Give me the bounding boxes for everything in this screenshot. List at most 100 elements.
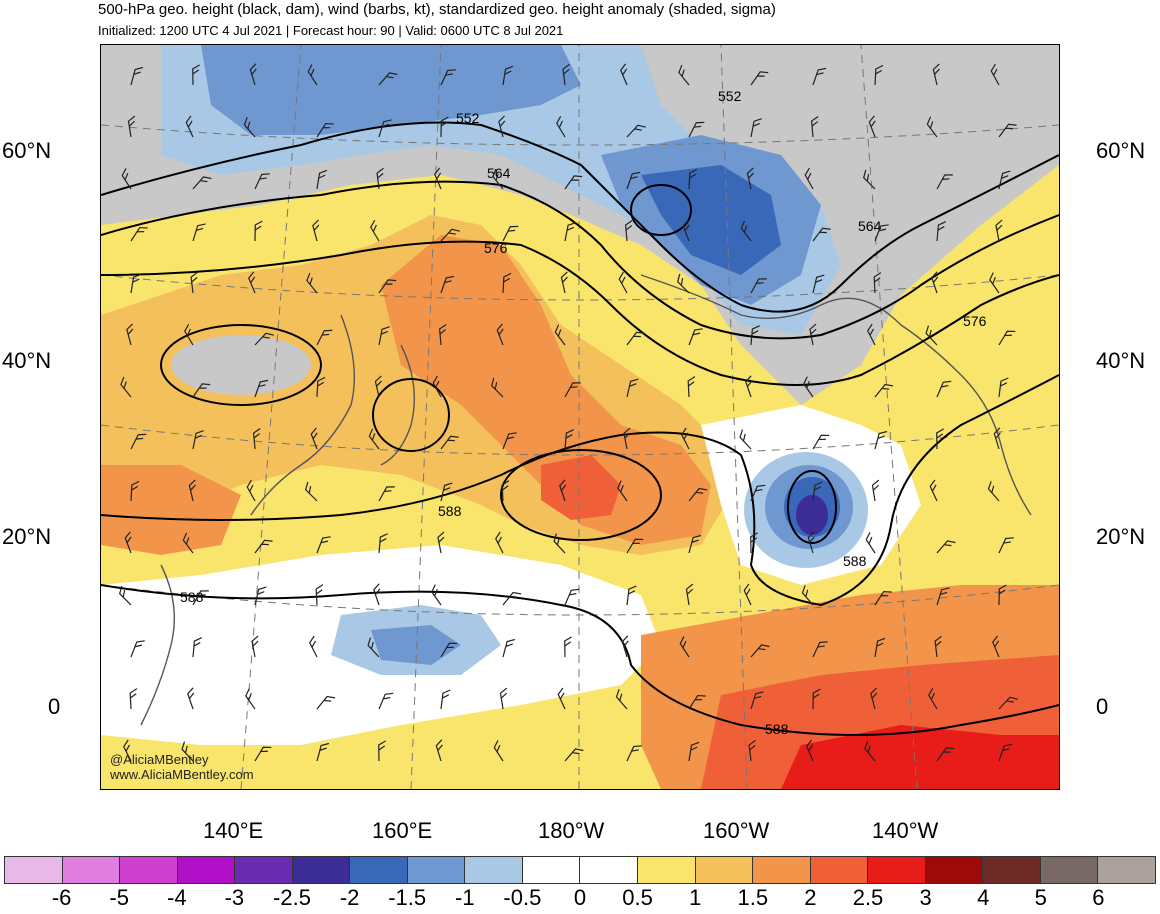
wind-barb [493, 740, 504, 762]
wind-barb [746, 167, 754, 190]
wind-barb [618, 271, 628, 294]
contour-564 [101, 180, 1059, 340]
parallel-line [101, 124, 1059, 146]
colorbar-tick-label: -0.5 [503, 885, 542, 910]
negative-anomaly-bering-core [641, 165, 781, 275]
wind-barb [130, 480, 140, 502]
wind-barb [435, 739, 443, 762]
wind-barb [928, 687, 938, 710]
parallel-line [101, 274, 1059, 301]
wind-barb [679, 636, 690, 658]
wind-barb [437, 531, 445, 554]
wind-barb [187, 687, 195, 710]
wind-barb [126, 323, 134, 346]
wind-barb [688, 534, 702, 554]
wind-barb [502, 432, 517, 450]
wind-barb [440, 642, 458, 658]
wind-barb [251, 635, 259, 658]
contour-576 [101, 240, 1059, 386]
map-subtitle: Initialized: 1200 UTC 4 Jul 2021 | Forec… [98, 23, 564, 38]
colorbar-tick-label: -1 [455, 885, 475, 910]
meridian-line [240, 45, 302, 789]
wind-barb [502, 591, 522, 606]
contour-label: 564 [858, 218, 882, 234]
wind-barb [192, 383, 211, 398]
colorbar-tick-label: 1.5 [737, 885, 769, 910]
wind-barb [440, 116, 449, 138]
wind-barb [181, 741, 194, 762]
wind-barb [936, 587, 950, 606]
wind-barb [626, 585, 637, 606]
wind-barb [315, 584, 324, 606]
colorbar-tick-label: 2.5 [852, 885, 884, 910]
wind-barb [677, 273, 690, 294]
wind-barb [936, 221, 946, 242]
colorbar-tick-label: -6 [51, 885, 72, 910]
wind-barb [688, 487, 708, 502]
wind-barb [750, 325, 760, 346]
wind-barb [245, 688, 256, 710]
wind-barb [309, 635, 318, 658]
wind-barb [874, 64, 884, 86]
wind-barb [192, 590, 209, 606]
wind-barb [367, 637, 380, 658]
wind-barb [998, 330, 1016, 346]
wind-barb [431, 584, 442, 606]
wind-barb [803, 376, 814, 398]
wind-barb [812, 227, 831, 242]
wind-barb [243, 117, 256, 138]
wind-barb [316, 329, 333, 346]
wind-barb [934, 635, 942, 658]
contour-label: 576 [963, 313, 987, 329]
positive-anomaly-ridge [381, 235, 711, 545]
wind-barb [998, 743, 1013, 762]
wind-barb [374, 375, 382, 398]
wind-barb [559, 479, 567, 502]
wind-barb [626, 124, 646, 138]
wind-barb [998, 537, 1014, 554]
wind-barb [254, 746, 272, 762]
wind-barb [926, 116, 938, 138]
wind-barb [502, 65, 514, 86]
wind-barb [254, 332, 274, 346]
colorbar-swatch [292, 857, 351, 883]
wind-barb [750, 484, 766, 502]
wind-barb [184, 323, 194, 346]
wind-barb [192, 637, 202, 658]
wind-barb [130, 66, 144, 86]
wind-barb [432, 375, 442, 398]
contour-588 [101, 374, 1059, 607]
wind-barb [750, 532, 758, 554]
coastline-aleutians [640, 274, 962, 376]
wind-barb [192, 430, 204, 450]
positive-anomaly-ridge-core [541, 455, 621, 520]
colorbar-swatch [1098, 857, 1155, 883]
wind-barb [316, 169, 328, 190]
colorbar-tick-label: 0 [573, 885, 587, 910]
colorbar-tick-label: -1.5 [388, 885, 427, 910]
wind-barb [992, 635, 1000, 658]
wind-barb [192, 223, 206, 242]
wind-barb [688, 694, 706, 710]
colorbar-tick-label: 6 [1092, 885, 1105, 910]
wind-barb [316, 536, 331, 554]
wind-barb [305, 481, 318, 502]
lat-label-40n-left: 40°N [2, 348, 52, 373]
wind-barb [368, 428, 380, 450]
wind-barb [564, 175, 583, 190]
wind-barb [804, 167, 814, 190]
wind-barb [254, 379, 269, 398]
colorbar-swatch [407, 857, 466, 883]
wind-barb [378, 326, 390, 346]
wind-barb [498, 115, 506, 138]
wind-barb [801, 585, 814, 606]
meridian-line [720, 45, 748, 789]
lat-label-20n-left: 20°N [2, 524, 52, 549]
map-canvas: 552 552 564 564 576 576 588 588 588 588 [101, 45, 1059, 789]
contour-label: 552 [718, 88, 742, 104]
wind-barb [440, 275, 455, 294]
wind-barb [564, 222, 576, 242]
wind-barb [124, 531, 132, 554]
wind-barb [316, 122, 334, 138]
wind-barb [440, 435, 459, 450]
